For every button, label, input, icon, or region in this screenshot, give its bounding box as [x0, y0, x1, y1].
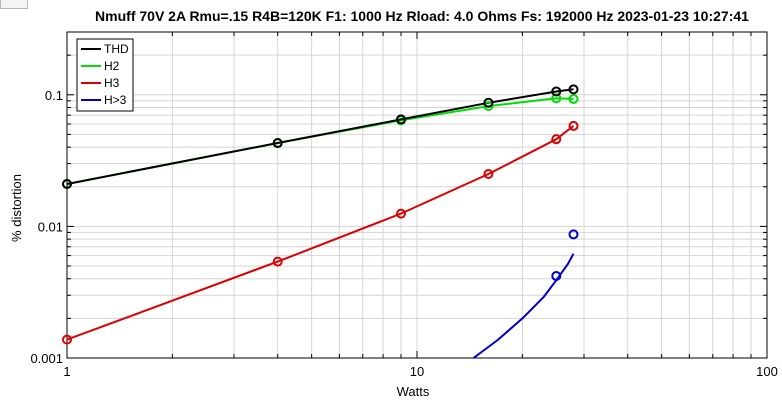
legend-label: H3: [104, 76, 120, 90]
window-button[interactable]: [0, 0, 28, 9]
data-point-h2: [551, 93, 562, 104]
x-tick-label: 1: [63, 364, 70, 379]
x-axis-label: Watts: [397, 384, 430, 399]
series-line-thd: [67, 88, 574, 185]
data-point-h3: [62, 334, 72, 345]
x-tick-label: 100: [756, 364, 778, 379]
grid-lines: [66, 31, 767, 359]
series-lines: [67, 88, 575, 358]
data-point-h2: [568, 93, 579, 104]
x-tick-label: 10: [410, 364, 424, 379]
data-point-thd: [483, 97, 494, 108]
data-point-h-3: [551, 270, 562, 281]
data-point-thd: [551, 86, 562, 97]
x-tick-labels: 1 10 100: [63, 364, 777, 379]
y-tick-label: 0.01: [38, 219, 63, 234]
legend-label: THD: [104, 42, 129, 56]
series-line-h2: [67, 97, 574, 185]
data-point-thd: [395, 114, 406, 125]
data-point-h3: [272, 256, 283, 267]
series-line-h-3: [472, 253, 575, 358]
legend-label: H2: [104, 59, 120, 73]
data-point-thd: [568, 84, 579, 95]
y-tick-label: 0.1: [45, 88, 63, 103]
chart-title: Nmuff 70V 2A Rmu=.15 R4B=120K F1: 1000 H…: [95, 8, 749, 24]
data-point-thd: [272, 138, 283, 149]
data-point-h3: [551, 134, 562, 145]
legend-label: H>3: [104, 93, 127, 107]
y-axis-label: % distortion: [9, 174, 24, 242]
y-tick-label: 0.001: [30, 351, 63, 366]
data-point-h-3: [568, 229, 579, 240]
data-point-h3: [395, 208, 406, 219]
axis-ticks: [66, 31, 767, 359]
y-tick-labels: 0.001 0.01 0.1: [30, 88, 63, 366]
data-point-h3: [568, 120, 579, 131]
chart-legend: THD H2 H3 H>3: [76, 38, 134, 112]
data-point-thd: [62, 178, 72, 189]
data-point-h3: [483, 169, 494, 180]
series-markers: [62, 84, 579, 345]
data-point-h2: [483, 101, 494, 112]
